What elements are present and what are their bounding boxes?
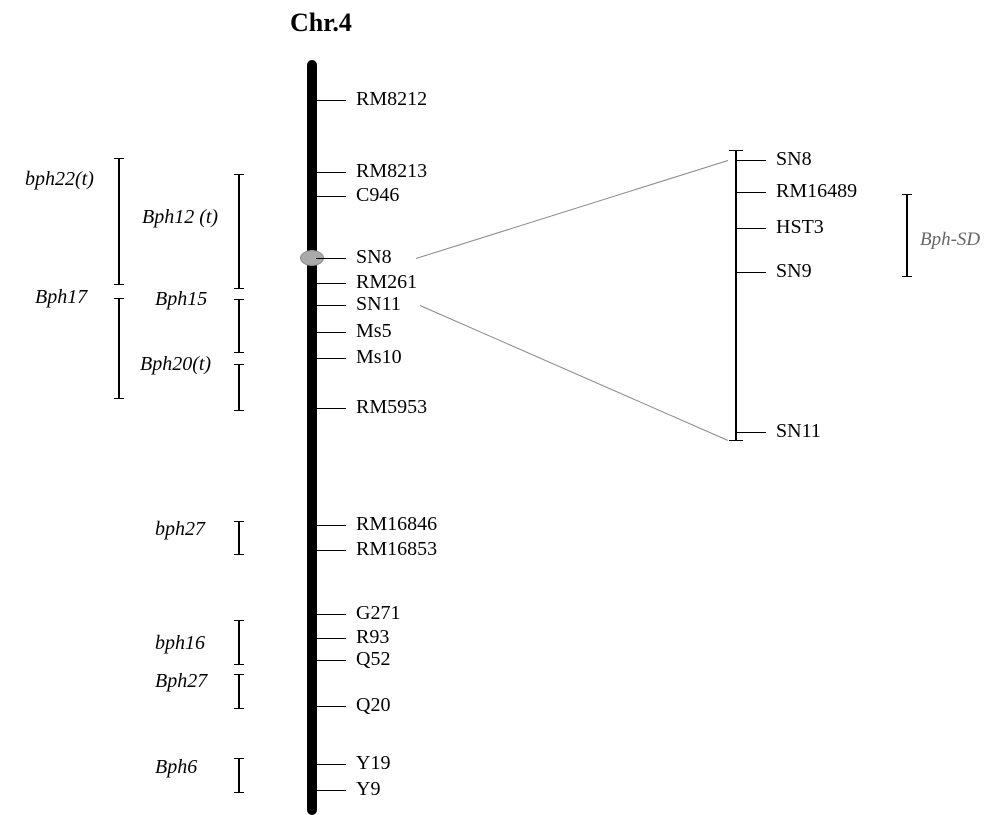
marker-tick <box>316 100 346 101</box>
gene-bar-cap <box>114 284 124 285</box>
zoom-marker-label: SN9 <box>776 260 812 283</box>
gene-label: bph27 <box>155 518 205 541</box>
zoom-gene-bar <box>906 194 908 276</box>
gene-bar-cap <box>114 398 124 399</box>
gene-interval-bar <box>118 158 120 284</box>
zoom-gene-bar-cap <box>902 194 912 195</box>
gene-bar-cap <box>234 521 244 522</box>
marker-tick <box>316 790 346 791</box>
gene-label: Bph6 <box>155 756 197 779</box>
marker-tick <box>316 764 346 765</box>
gene-label: Bph12 (t) <box>142 206 218 229</box>
gene-bar-cap <box>234 174 244 175</box>
gene-interval-bar <box>118 298 120 398</box>
gene-bar-cap <box>234 674 244 675</box>
marker-label: RM261 <box>356 271 417 294</box>
marker-label: Q20 <box>356 694 390 717</box>
marker-tick <box>316 332 346 333</box>
gene-label: Bph17 <box>35 286 87 309</box>
zoom-marker-tick <box>735 432 766 433</box>
marker-label: RM16853 <box>356 538 437 561</box>
zoom-connector-line <box>420 305 728 441</box>
gene-bar-cap <box>234 352 244 353</box>
marker-label: Y19 <box>356 752 390 775</box>
marker-label: G271 <box>356 602 400 625</box>
zoom-marker-tick <box>735 192 766 193</box>
gene-bar-cap <box>114 298 124 299</box>
gene-bar-cap <box>234 758 244 759</box>
gene-bar-cap <box>234 620 244 621</box>
zoom-axis-cap <box>729 150 743 151</box>
marker-tick <box>316 196 346 197</box>
zoom-gene-bar-cap <box>902 276 912 277</box>
zoom-marker-tick <box>735 160 766 161</box>
gene-interval-bar <box>238 620 240 664</box>
gene-label: Bph20(t) <box>140 353 211 376</box>
gene-bar-cap <box>234 708 244 709</box>
zoom-marker-tick <box>735 228 766 229</box>
marker-tick <box>316 172 346 173</box>
gene-bar-cap <box>234 554 244 555</box>
gene-bar-cap <box>234 299 244 300</box>
gene-label: Bph15 <box>155 288 207 311</box>
marker-tick <box>316 614 346 615</box>
gene-interval-bar <box>238 674 240 708</box>
marker-label: RM16846 <box>356 513 437 536</box>
zoom-axis-cap <box>729 440 743 441</box>
marker-tick <box>316 660 346 661</box>
zoom-connector-line <box>416 160 728 259</box>
marker-label: SN8 <box>356 246 392 269</box>
marker-label: RM5953 <box>356 396 427 419</box>
marker-label: Y9 <box>356 778 380 801</box>
marker-tick <box>316 706 346 707</box>
marker-tick <box>316 283 346 284</box>
gene-bar-cap <box>234 792 244 793</box>
gene-interval-bar <box>238 521 240 554</box>
gene-interval-bar <box>238 364 240 410</box>
zoom-marker-label: SN8 <box>776 148 812 171</box>
zoom-marker-tick <box>735 272 766 273</box>
zoom-axis <box>735 150 737 440</box>
marker-label: Q52 <box>356 648 390 671</box>
gene-bar-cap <box>234 410 244 411</box>
zoom-gene-label: Bph-SD <box>920 229 980 251</box>
gene-interval-bar <box>238 758 240 792</box>
gene-bar-cap <box>234 664 244 665</box>
gene-interval-bar <box>238 174 240 288</box>
marker-tick <box>316 258 346 259</box>
marker-label: C946 <box>356 184 399 207</box>
gene-bar-cap <box>234 288 244 289</box>
marker-label: R93 <box>356 626 389 649</box>
gene-bar-cap <box>114 158 124 159</box>
marker-tick <box>316 525 346 526</box>
gene-label: Bph27 <box>155 670 207 693</box>
marker-tick <box>316 638 346 639</box>
gene-label: bph22(t) <box>25 168 94 191</box>
marker-tick <box>316 305 346 306</box>
gene-bar-cap <box>234 364 244 365</box>
marker-label: Ms10 <box>356 346 402 369</box>
gene-label: bph16 <box>155 632 205 655</box>
chromosome-title: Chr.4 <box>290 8 352 38</box>
chromosome-bar <box>307 60 317 815</box>
marker-tick <box>316 358 346 359</box>
chromosome-map: Chr.4 RM8212RM8213C946SN8RM261SN11Ms5Ms1… <box>0 0 1000 813</box>
marker-label: Ms5 <box>356 320 392 343</box>
marker-label: RM8212 <box>356 88 427 111</box>
marker-label: RM8213 <box>356 160 427 183</box>
zoom-marker-label: RM16489 <box>776 180 857 203</box>
gene-interval-bar <box>238 299 240 352</box>
marker-tick <box>316 550 346 551</box>
marker-label: SN11 <box>356 293 401 316</box>
zoom-marker-label: SN11 <box>776 420 821 443</box>
marker-tick <box>316 408 346 409</box>
zoom-marker-label: HST3 <box>776 216 824 239</box>
